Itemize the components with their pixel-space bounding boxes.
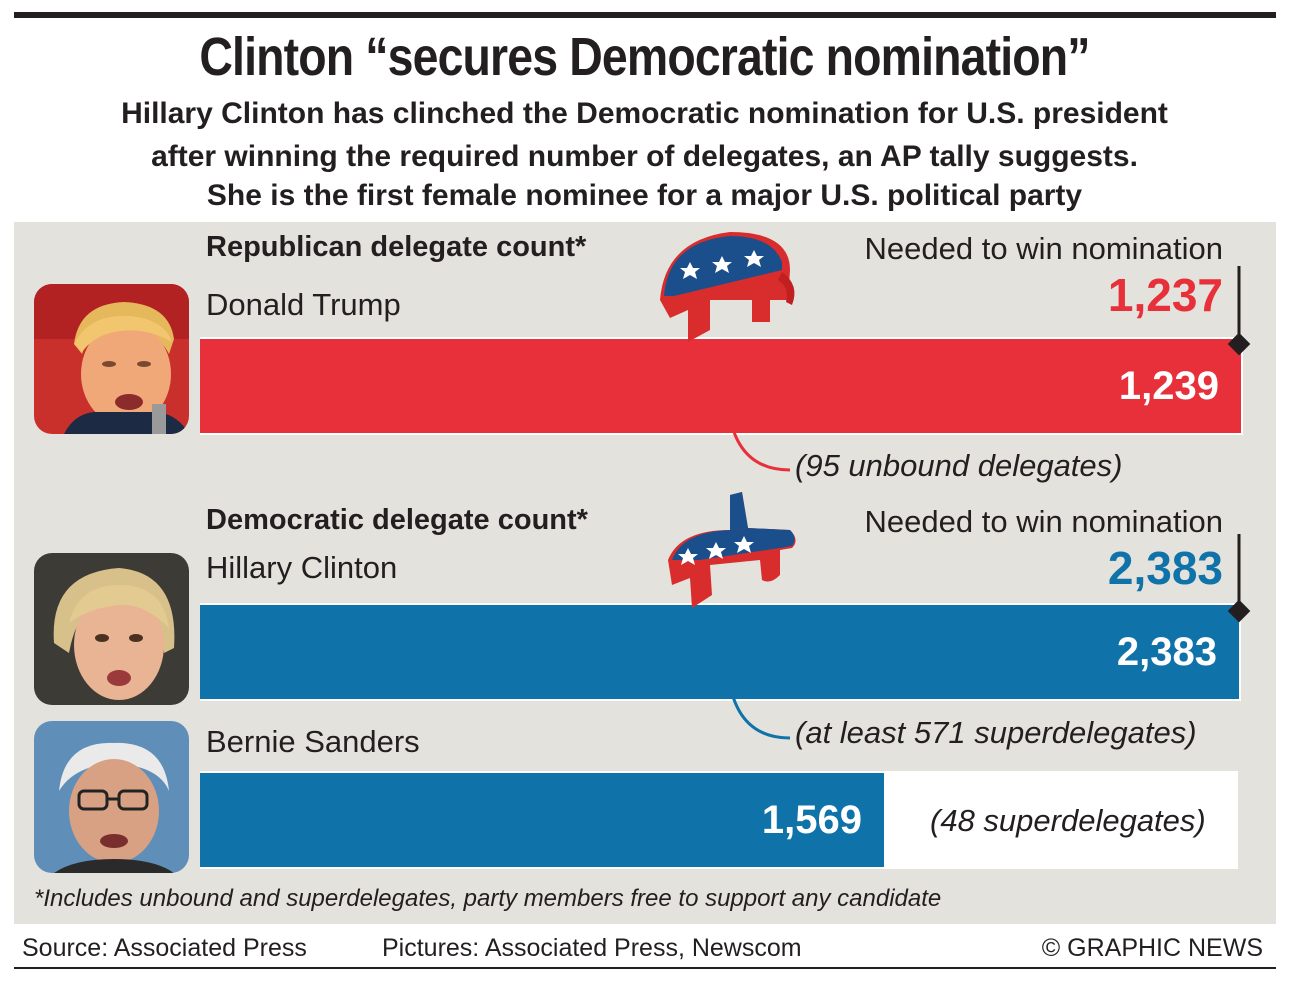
democratic-needed-value: 2,383 bbox=[1107, 542, 1223, 594]
headline: Clinton “secures Democratic nomination” bbox=[199, 27, 1090, 87]
republican-elephant-icon bbox=[660, 232, 795, 342]
republican-needed-value: 1,237 bbox=[1107, 269, 1223, 321]
threshold-marker-republican bbox=[1227, 266, 1251, 356]
bernie-sanders-photo bbox=[34, 721, 189, 873]
credit-source: Source: Associated Press bbox=[22, 934, 307, 962]
subhead-line-1: Hillary Clinton has clinched the Democra… bbox=[121, 97, 1168, 130]
bar-value-clinton: 2,383 bbox=[1116, 630, 1217, 674]
footnote: *Includes unbound and superdelegates, pa… bbox=[34, 885, 942, 912]
threshold-marker-democratic bbox=[1227, 534, 1251, 623]
hillary-clinton-photo bbox=[34, 553, 189, 705]
subhead-line-3: She is the first female nominee for a ma… bbox=[206, 179, 1083, 212]
bar-value-sanders: 1,569 bbox=[761, 798, 862, 842]
bar-sanders bbox=[200, 773, 884, 867]
note-clinton-superdelegates: (at least 571 superdelegates) bbox=[795, 715, 1197, 750]
bar-value-trump: 1,239 bbox=[1118, 364, 1219, 408]
democratic-donkey-icon bbox=[668, 492, 796, 608]
arrow-trump-note bbox=[714, 391, 791, 472]
note-trump-unbound: (95 unbound delegates) bbox=[795, 448, 1123, 483]
credit-copyright: © GRAPHIC NEWS bbox=[1041, 934, 1263, 962]
democratic-section-title: Democratic delegate count* bbox=[206, 504, 588, 536]
arrow-clinton-note bbox=[714, 658, 791, 740]
candidate-name-sanders: Bernie Sanders bbox=[206, 724, 420, 759]
democratic-needed-label: Needed to win nomination bbox=[864, 504, 1223, 539]
subhead-line-2: after winning the required number of del… bbox=[151, 140, 1138, 173]
top-rule bbox=[14, 12, 1276, 18]
republican-section-title: Republican delegate count* bbox=[206, 231, 587, 263]
candidate-name-trump: Donald Trump bbox=[206, 287, 401, 322]
bar-trump bbox=[200, 339, 1241, 433]
credit-pictures: Pictures: Associated Press, Newscom bbox=[382, 934, 802, 962]
republican-needed-label: Needed to win nomination bbox=[864, 231, 1223, 266]
note-sanders-superdelegates: (48 superdelegates) bbox=[930, 803, 1206, 838]
bottom-rule bbox=[14, 967, 1276, 969]
candidate-name-clinton: Hillary Clinton bbox=[206, 550, 398, 585]
donald-trump-photo bbox=[34, 284, 189, 434]
bar-clinton bbox=[200, 605, 1239, 699]
